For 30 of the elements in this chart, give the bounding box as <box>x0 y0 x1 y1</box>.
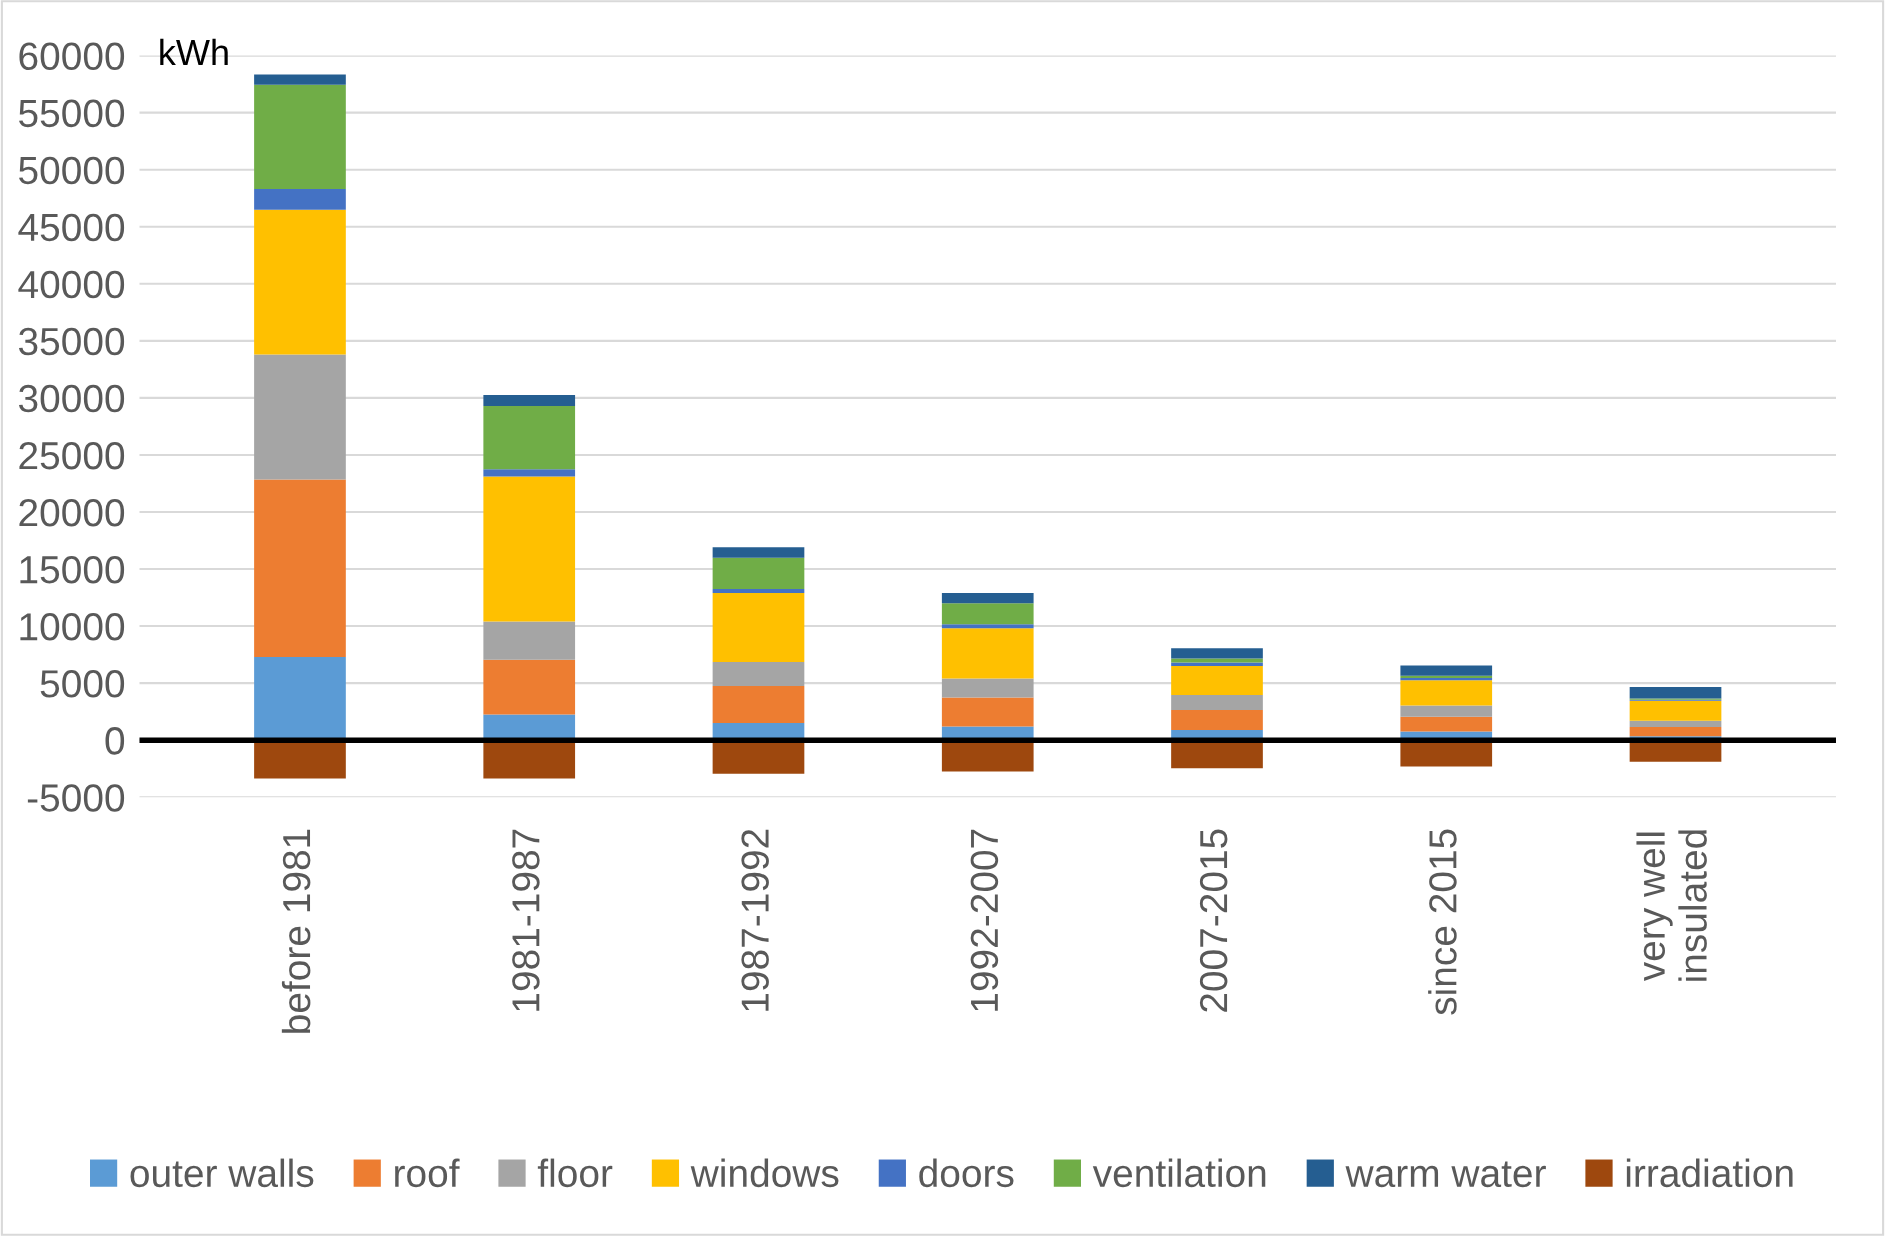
x-tick-label: very well insulated <box>1636 830 1707 982</box>
legend-label: doors <box>919 1158 1014 1188</box>
y-tick-label: 45000 <box>18 213 125 242</box>
x-tick-label: 2007-2015 <box>1199 829 1228 1012</box>
y-tick-label: 20000 <box>19 498 125 527</box>
legend-label: outer walls <box>130 1158 314 1188</box>
y-tick-label: 35000 <box>18 327 125 356</box>
x-tick-label: before 1981 <box>281 829 311 1033</box>
y-tick-label: 5000 <box>40 670 125 698</box>
legend-label: windows <box>690 1158 839 1188</box>
legend-label: irradiation <box>1626 1158 1793 1188</box>
y-tick-label: 10000 <box>20 613 125 641</box>
legend-label: floor <box>537 1158 613 1188</box>
legend-label: roof <box>395 1158 460 1188</box>
x-tick-label: 1981-1987 <box>512 829 540 1011</box>
y-tick-label: 15000 <box>20 555 125 584</box>
y-tick-label: -5000 <box>27 784 125 812</box>
y-tick-label: 60000 <box>19 42 125 71</box>
y-axis-title: kWh <box>160 38 228 65</box>
x-tick-label: 1992-2007 <box>970 829 999 1011</box>
y-tick-label: 55000 <box>19 99 125 128</box>
y-tick-label: 0 <box>105 727 125 755</box>
x-tick-label: 1987-1992 <box>741 829 769 1011</box>
legend-label: ventilation <box>1092 1158 1266 1188</box>
y-tick-label: 25000 <box>19 441 125 470</box>
legend-label: warm water <box>1345 1161 1546 1188</box>
x-tick-label: since 2015 <box>1428 829 1457 1015</box>
y-tick-label: 50000 <box>19 156 125 185</box>
y-tick-label: 30000 <box>18 384 125 413</box>
y-tick-label: 40000 <box>18 270 125 299</box>
